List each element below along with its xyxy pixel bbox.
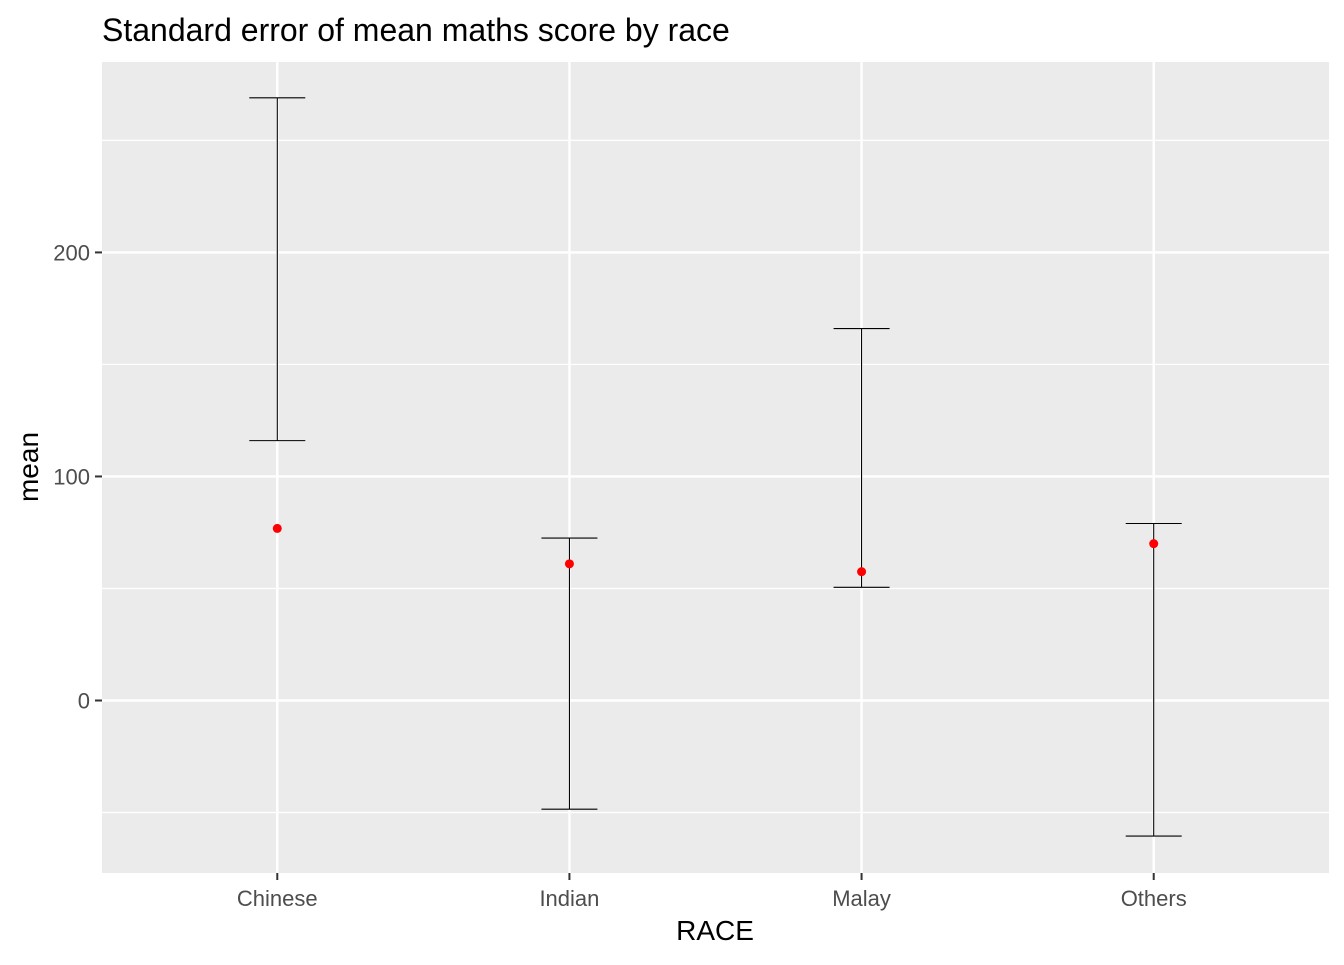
y-tick-label: 0: [78, 688, 90, 713]
plot-panel: [102, 62, 1329, 873]
x-tick-label: Indian: [539, 886, 599, 911]
mean-point: [564, 559, 574, 569]
mean-point: [272, 523, 282, 533]
axis-ticks: 0 100 200 Chinese Indian Malay Others: [53, 240, 1186, 911]
x-axis-title: RACE: [676, 915, 754, 946]
x-tick-label: Malay: [832, 886, 891, 911]
error-bar: [833, 328, 890, 588]
grid-lines: [102, 62, 1329, 873]
x-tick-label: Chinese: [237, 886, 318, 911]
error-bar: [541, 537, 598, 810]
error-bars: [249, 97, 1182, 837]
x-tick-label: Others: [1121, 886, 1187, 911]
y-tick-label: 100: [53, 464, 90, 489]
error-bar: [249, 97, 306, 442]
y-axis-title: mean: [13, 432, 44, 502]
chart-title: Standard error of mean maths score by ra…: [102, 12, 730, 48]
mean-point: [857, 567, 867, 577]
mean-points: [272, 523, 1159, 577]
y-tick-label: 200: [53, 240, 90, 265]
mean-point: [1149, 539, 1159, 549]
error-bar: [1125, 522, 1182, 837]
